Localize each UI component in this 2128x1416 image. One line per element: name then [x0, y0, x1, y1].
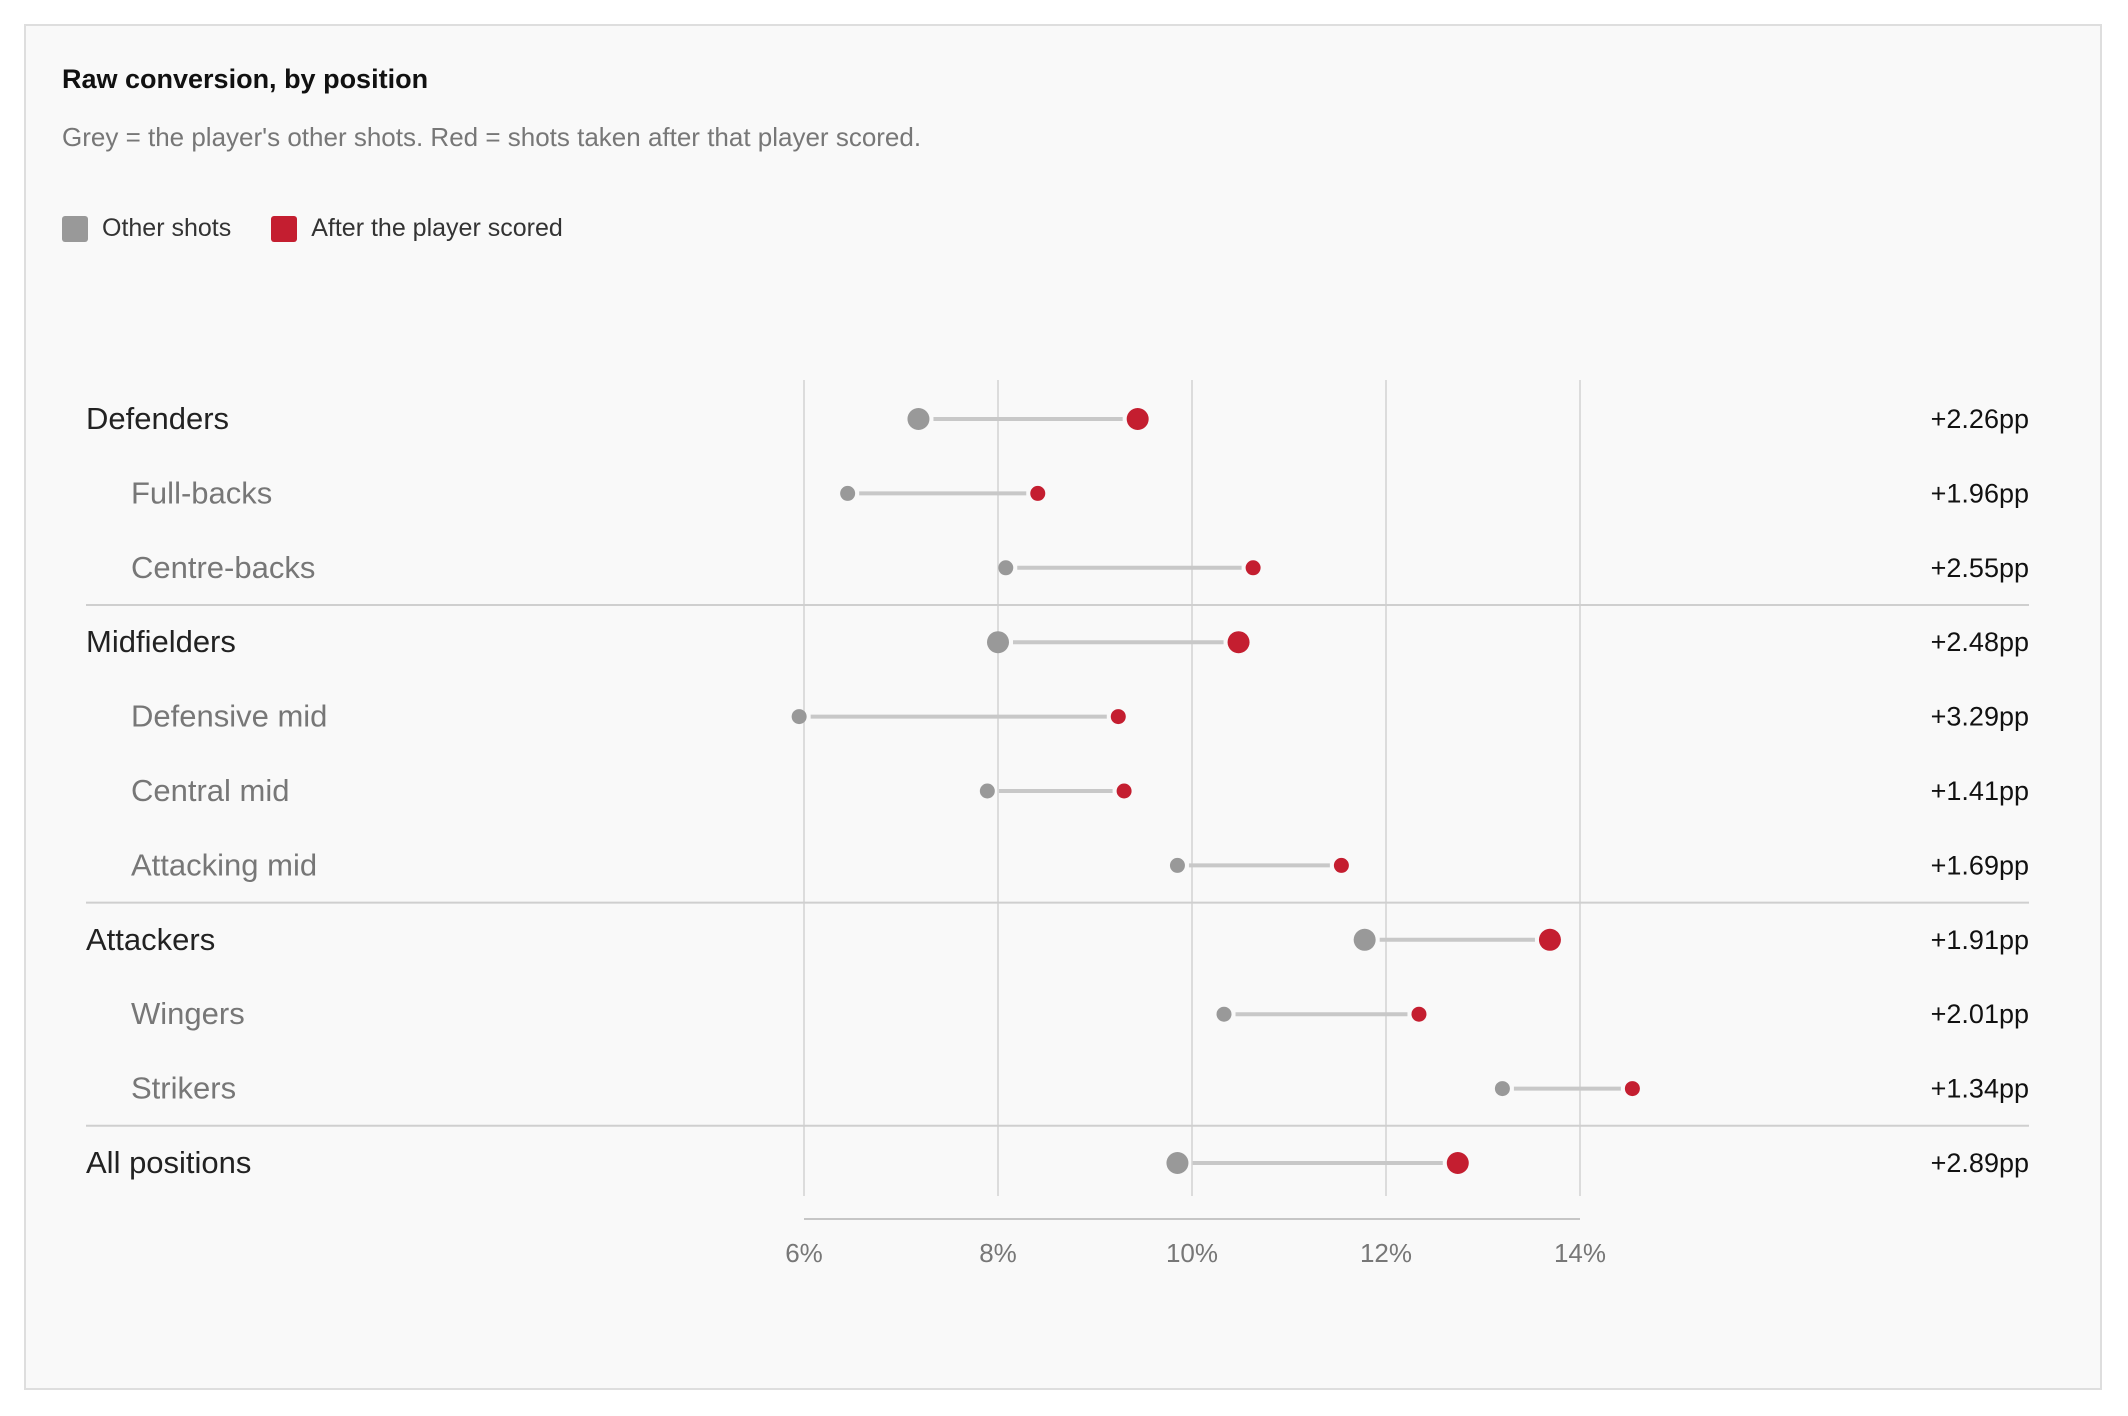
delta-label-0: +2.26pp	[1931, 404, 2029, 434]
row-label-3: Midfielders	[86, 624, 236, 659]
dot-other-5	[979, 783, 995, 799]
row-label-0: Defenders	[86, 401, 229, 436]
dot-other-0	[907, 408, 930, 430]
dot-other-3	[987, 631, 1009, 654]
dot-other-9	[1494, 1081, 1510, 1097]
delta-label-10: +2.89pp	[1931, 1148, 2029, 1178]
delta-label-6: +1.69pp	[1931, 850, 2029, 880]
dot-other-2	[998, 560, 1014, 576]
delta-label-5: +1.41pp	[1931, 776, 2029, 806]
dot-other-4	[791, 709, 807, 725]
dot-after-5	[1116, 783, 1132, 799]
dot-after-6	[1333, 857, 1349, 873]
row-label-7: Attackers	[86, 922, 215, 957]
dot-other-10	[1166, 1152, 1189, 1174]
dot-other-8	[1216, 1006, 1232, 1022]
chart-subtitle: Grey = the player's other shots. Red = s…	[62, 122, 922, 152]
x-tick-label-0: 6%	[785, 1238, 823, 1268]
legend-item-after-scored: After the player scored	[271, 214, 563, 243]
dot-other-1	[840, 485, 856, 501]
legend-item-other-shots: Other shots	[62, 214, 231, 243]
dot-after-2	[1245, 560, 1261, 576]
legend-label-other-shots: Other shots	[102, 214, 232, 242]
row-label-9: Strikers	[131, 1071, 236, 1106]
delta-label-3: +2.48pp	[1931, 627, 2029, 657]
row-label-2: Centre-backs	[131, 550, 315, 585]
x-tick-label-2: 10%	[1166, 1238, 1218, 1268]
row-label-4: Defensive mid	[131, 699, 327, 734]
legend: Other shots After the player scored	[62, 214, 603, 243]
legend-swatch-red	[271, 215, 298, 242]
row-label-1: Full-backs	[131, 475, 272, 510]
delta-label-7: +1.91pp	[1931, 925, 2029, 955]
x-tick-label-4: 14%	[1554, 1238, 1606, 1268]
row-label-10: All positions	[86, 1145, 251, 1180]
dot-after-7	[1538, 928, 1561, 951]
chart-title: Raw conversion, by position	[62, 64, 429, 94]
dot-other-7	[1353, 928, 1376, 951]
delta-label-2: +2.55pp	[1931, 553, 2029, 583]
dot-after-9	[1624, 1081, 1640, 1097]
row-label-6: Attacking mid	[131, 847, 317, 882]
dot-after-8	[1411, 1006, 1427, 1022]
legend-swatch-grey	[62, 215, 88, 242]
delta-label-4: +3.29pp	[1931, 702, 2029, 732]
legend-label-after-scored: After the player scored	[311, 214, 563, 242]
x-tick-label-3: 12%	[1360, 1238, 1412, 1268]
delta-label-9: +1.34pp	[1931, 1074, 2029, 1104]
dot-other-6	[1169, 857, 1185, 873]
dot-after-1	[1030, 485, 1046, 501]
chart-card	[24, 24, 2102, 1390]
dot-after-3	[1227, 631, 1250, 654]
delta-label-8: +2.01pp	[1931, 999, 2029, 1029]
row-label-8: Wingers	[131, 996, 245, 1031]
dot-after-4	[1110, 709, 1126, 725]
x-tick-label-1: 8%	[979, 1238, 1017, 1268]
dot-after-10	[1446, 1152, 1469, 1174]
dot-after-0	[1126, 408, 1149, 430]
row-label-5: Central mid	[131, 773, 290, 808]
delta-label-1: +1.96pp	[1931, 478, 2029, 508]
